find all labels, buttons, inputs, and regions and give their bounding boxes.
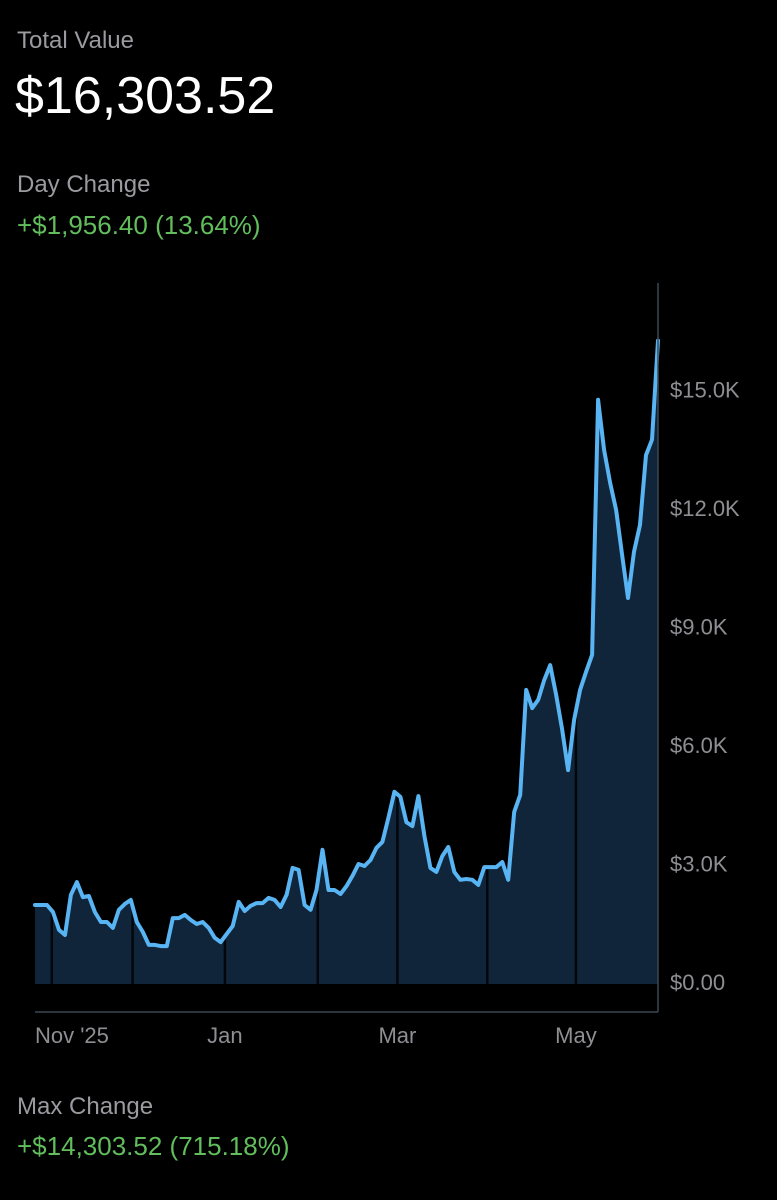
x-tick-label: Mar xyxy=(378,1023,416,1048)
max-change-label: Max Change xyxy=(17,1093,154,1120)
x-tick-label: May xyxy=(555,1023,597,1048)
total-value: $16,303.52 xyxy=(15,67,276,125)
total-label: Total Value xyxy=(17,27,134,54)
max-change: +$14,303.52 (715.18%) xyxy=(17,1131,290,1161)
x-tick-label: Nov '25 xyxy=(35,1023,109,1048)
y-tick-label: $3.0K xyxy=(670,851,728,876)
y-tick-label: $12.0K xyxy=(670,496,740,521)
y-tick-label: $15.0K xyxy=(670,378,740,403)
x-tick-label: Jan xyxy=(207,1023,242,1048)
day-change: +$1,956.40 (13.64%) xyxy=(17,210,261,240)
day-change-label: Day Change xyxy=(17,171,151,198)
y-tick-label: $9.0K xyxy=(670,615,728,640)
line xyxy=(33,338,660,949)
y-tick-label: $0.00 xyxy=(670,970,725,995)
y-tick-label: $6.0K xyxy=(670,733,728,758)
